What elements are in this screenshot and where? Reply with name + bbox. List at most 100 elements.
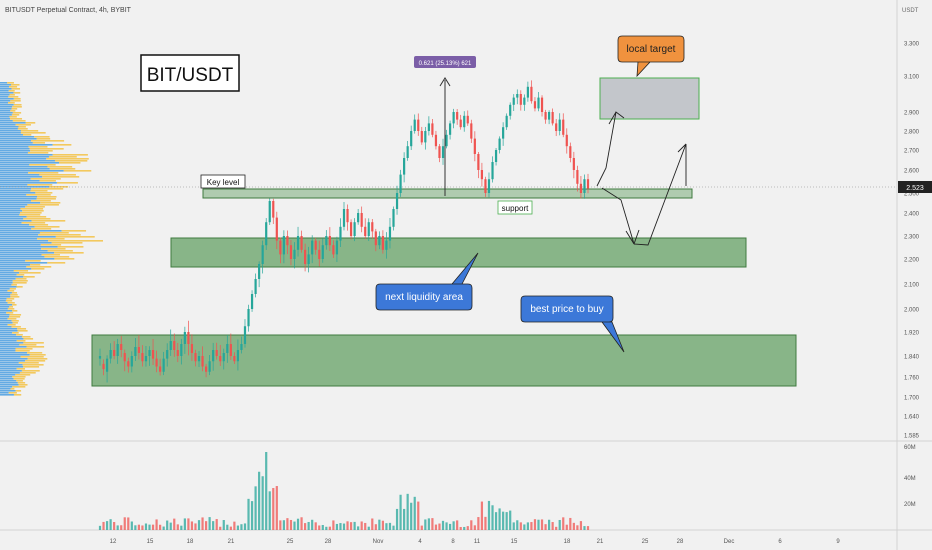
profile-bar xyxy=(6,298,15,300)
volume-bar xyxy=(304,523,307,530)
profile-bar xyxy=(59,162,81,164)
profile-bar xyxy=(39,174,76,176)
candle-body xyxy=(105,358,109,372)
profile-bar xyxy=(19,214,41,216)
profile-bar xyxy=(0,236,56,238)
candle-body xyxy=(544,112,547,120)
profile-bar xyxy=(0,98,14,100)
profile-bar xyxy=(9,94,15,96)
volume-bar xyxy=(569,517,572,530)
volume-bar xyxy=(173,518,176,530)
last-price-value: 2.523 xyxy=(906,185,924,192)
volume-bar xyxy=(353,521,356,530)
profile-bar xyxy=(0,154,53,156)
profile-bar xyxy=(0,178,31,180)
volume-bar xyxy=(424,519,427,530)
profile-bar xyxy=(0,180,40,182)
candle-body xyxy=(470,123,473,139)
profile-bar xyxy=(0,242,52,244)
profile-bar xyxy=(0,244,41,246)
volume-bar xyxy=(417,501,420,530)
profile-bar xyxy=(17,382,26,384)
best-price-zone[interactable] xyxy=(91,334,797,387)
volume-bar xyxy=(420,525,423,530)
candle-body xyxy=(448,123,452,135)
profile-bar xyxy=(12,386,26,388)
volume-bar xyxy=(349,522,353,530)
profile-bar xyxy=(0,122,26,124)
volume-bar xyxy=(166,520,169,530)
volume-bar xyxy=(519,522,522,530)
profile-bar xyxy=(8,90,15,92)
candle-body xyxy=(127,361,130,367)
volume-bar xyxy=(494,512,498,530)
volume-bar xyxy=(335,523,339,530)
profile-bar xyxy=(0,370,22,372)
profile-bar xyxy=(0,238,38,240)
candle-body xyxy=(381,236,384,250)
candle-body xyxy=(155,358,158,367)
volume-bar xyxy=(159,524,162,530)
profile-bar xyxy=(49,168,76,170)
candle-body xyxy=(367,222,370,236)
candle-body xyxy=(190,344,194,353)
profile-bar xyxy=(16,340,26,342)
candle-body xyxy=(197,356,201,362)
time-axis[interactable]: 12 15 18 21 25 28 Nov 4 8 11 15 18 21 25 28 Dec 6 9 xyxy=(110,539,841,545)
price-tick: 1.760 xyxy=(904,376,920,382)
volume-bar xyxy=(562,517,565,530)
profile-bar xyxy=(0,104,14,106)
profile-bar xyxy=(30,150,53,152)
volume-bar xyxy=(123,517,126,530)
profile-bar xyxy=(23,338,34,340)
profile-bar xyxy=(39,232,69,234)
price-tick: 2.100 xyxy=(904,283,920,289)
candle-body xyxy=(463,115,466,128)
profile-bar xyxy=(0,254,42,256)
candle-body xyxy=(410,131,413,147)
profile-bar xyxy=(0,144,53,146)
candle-body xyxy=(395,193,399,209)
profile-bar xyxy=(0,86,9,88)
time-tick: 15 xyxy=(511,539,518,545)
volume-bar xyxy=(282,520,285,530)
volume-bar xyxy=(222,520,225,530)
candle-body xyxy=(385,240,388,250)
volume-bar xyxy=(480,501,484,530)
profile-bar xyxy=(25,122,36,124)
volume-bars xyxy=(98,452,590,530)
volume-bar xyxy=(197,520,201,530)
profile-bar xyxy=(9,314,22,316)
profile-bar xyxy=(18,126,26,128)
volume-bar xyxy=(548,519,551,530)
volume-bar xyxy=(226,524,229,530)
volume-bar xyxy=(498,508,501,530)
target-zone[interactable] xyxy=(599,77,700,120)
volume-bar xyxy=(448,523,452,530)
candle-body xyxy=(558,119,561,131)
candle-body xyxy=(116,344,119,356)
profile-bar xyxy=(25,260,41,262)
price-tick: 2.000 xyxy=(904,308,920,314)
profile-bar xyxy=(23,366,40,368)
profile-bar xyxy=(0,338,24,340)
volume-bar xyxy=(296,518,300,530)
time-tick: 25 xyxy=(642,539,649,545)
volume-bar xyxy=(392,525,395,530)
profile-bar xyxy=(0,168,50,170)
volume-bar xyxy=(194,523,197,530)
profile-bar xyxy=(0,232,40,234)
liquidity-zone[interactable] xyxy=(170,237,747,268)
profile-bar xyxy=(0,358,28,360)
volume-bar xyxy=(360,521,363,530)
volume-bar xyxy=(526,522,529,530)
volume-bar xyxy=(328,526,331,530)
volume-bar xyxy=(279,520,282,530)
price-axis[interactable]: 3.300 3.100 2.900 2.800 2.700 2.600 2.500 2.400… xyxy=(904,42,920,440)
key-level-zone[interactable] xyxy=(202,188,693,199)
candle-body xyxy=(325,236,328,246)
candle-body xyxy=(519,94,522,105)
candle-body xyxy=(187,332,190,344)
time-tick: 18 xyxy=(564,539,571,545)
